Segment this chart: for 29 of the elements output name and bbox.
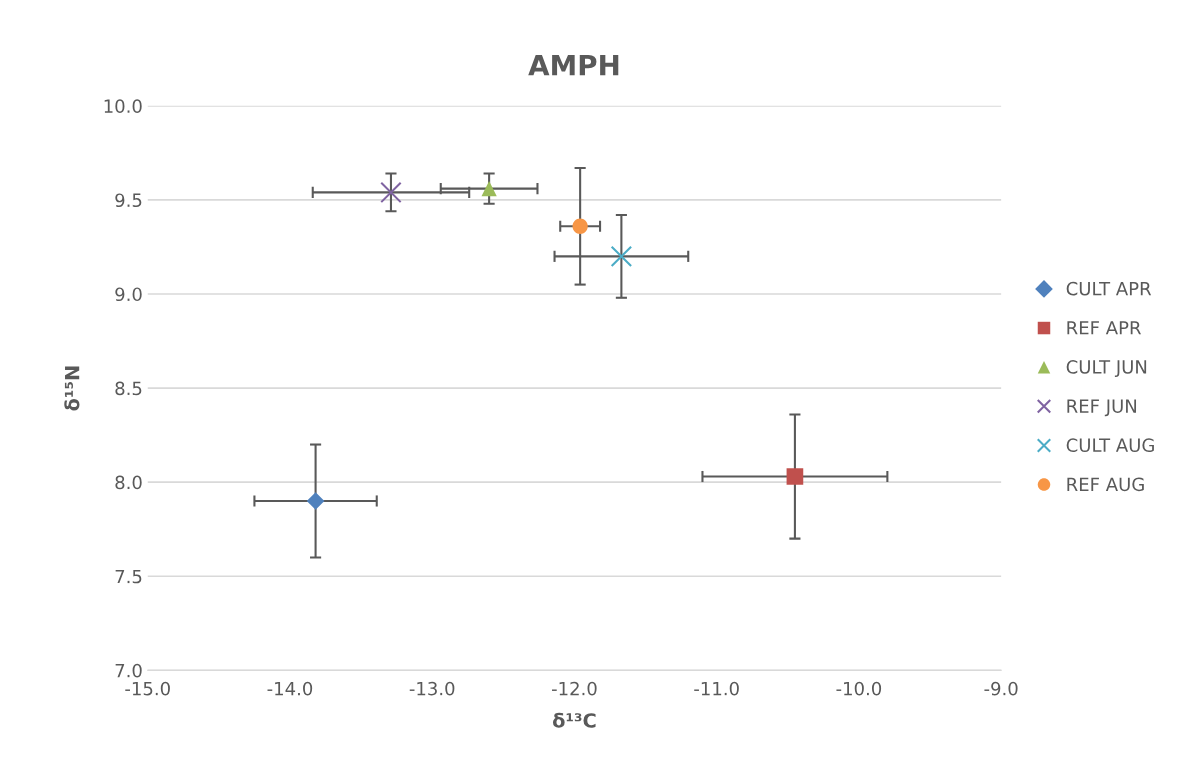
- x-tick-label: -9.0: [984, 681, 1018, 696]
- y-tick-label: 7.5: [115, 569, 142, 584]
- x-tick-label: -14.0: [267, 681, 313, 696]
- x-tick-label: -13.0: [409, 681, 455, 696]
- x-axis-title: δ¹³C: [552, 712, 596, 728]
- point: [306, 492, 325, 510]
- point: [572, 218, 588, 234]
- legend-label: CULT AUG: [1066, 438, 1154, 453]
- chart-title: AMPH: [528, 55, 619, 76]
- point: [380, 181, 402, 204]
- y-tick-label: 7.0: [115, 663, 142, 678]
- x-tick-label: -10.0: [836, 681, 882, 696]
- x-tick-label: -11.0: [694, 681, 739, 696]
- legend-label: REF AUG: [1067, 477, 1144, 492]
- y-tick-label: 8.5: [115, 381, 142, 396]
- y-tick-label: 9.5: [115, 193, 142, 208]
- point: [610, 245, 633, 268]
- y-tick-label: 10.0: [104, 99, 142, 113]
- legend-label: REF APR: [1067, 321, 1141, 335]
- point: [481, 180, 497, 197]
- x-tick-label: -15.0: [125, 681, 170, 696]
- point: [786, 468, 804, 485]
- x-tick-label: -12.0: [551, 681, 597, 696]
- y-axis-title: δ¹⁵N: [64, 366, 80, 411]
- y-tick-label: 9.0: [115, 287, 142, 302]
- legend-label: CULT APR: [1066, 281, 1152, 296]
- y-tick-label: 8.0: [115, 475, 142, 490]
- legend-label: REF JUN: [1067, 399, 1137, 417]
- legend-label: CULT JUN: [1066, 360, 1147, 378]
